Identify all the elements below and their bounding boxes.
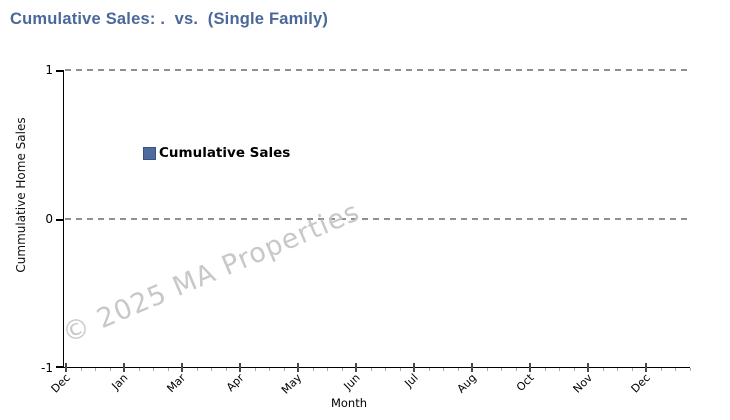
x-tick-label: Jun <box>341 371 363 393</box>
x-tick-label: Mar <box>164 371 189 396</box>
x-minor-tick <box>617 367 619 371</box>
legend-swatch-icon <box>143 147 156 161</box>
x-minor-tick <box>457 367 459 371</box>
x-minor-tick <box>559 367 561 371</box>
x-minor-tick <box>80 367 82 371</box>
x-tick <box>65 363 67 372</box>
x-tick-label: Jan <box>109 371 131 393</box>
x-tick-label: May <box>279 371 305 397</box>
y-tick-label: 0 <box>45 212 53 226</box>
x-minor-tick <box>573 367 575 371</box>
chart-title: Cumulative Sales: . vs. (Single Family) <box>10 10 329 28</box>
x-minor-tick <box>109 367 111 371</box>
x-minor-tick <box>196 367 198 371</box>
y-tick-label: 1 <box>45 63 53 77</box>
x-minor-tick <box>689 367 691 371</box>
y-tick-label: -1 <box>41 361 53 375</box>
x-minor-tick <box>225 367 227 371</box>
x-minor-tick <box>167 367 169 371</box>
x-minor-tick <box>254 367 256 371</box>
x-minor-tick <box>544 367 546 371</box>
x-minor-tick <box>312 367 314 371</box>
x-tick <box>529 363 531 372</box>
x-minor-tick <box>660 367 662 371</box>
x-minor-tick <box>675 367 677 371</box>
x-tick <box>297 363 299 372</box>
gridline <box>65 218 688 220</box>
x-tick-label: Nov <box>570 371 595 396</box>
x-tick-label: Jul <box>401 371 421 390</box>
x-tick-label: Aug <box>454 371 479 396</box>
x-tick-label: Dec <box>48 371 73 396</box>
x-minor-tick <box>602 367 604 371</box>
x-minor-tick <box>399 367 401 371</box>
x-minor-tick <box>443 367 445 371</box>
plot-area: Cumulative Sales 1 0 -1 Dec Jan Mar Apr May Jun J… <box>41 64 691 397</box>
x-minor-tick <box>211 367 213 371</box>
x-minor-tick <box>515 367 517 371</box>
x-minor-tick <box>631 367 633 371</box>
x-tick-label: Dec <box>628 371 653 396</box>
x-tick <box>355 363 357 372</box>
x-tick <box>181 363 183 372</box>
y-tick <box>55 70 63 72</box>
x-axis-title: Month <box>330 396 368 410</box>
x-tick <box>413 363 415 372</box>
x-minor-tick <box>370 367 372 371</box>
x-minor-tick <box>269 367 271 371</box>
x-minor-tick <box>486 367 488 371</box>
y-tick <box>55 219 63 221</box>
x-tick <box>471 363 473 372</box>
x-minor-tick <box>385 367 387 371</box>
x-tick <box>123 363 125 372</box>
x-minor-tick <box>428 367 430 371</box>
x-tick <box>645 363 647 372</box>
gridline <box>65 69 688 71</box>
x-minor-tick <box>327 367 329 371</box>
y-axis-title: Cummulative Home Sales <box>14 117 28 273</box>
legend: Cumulative Sales <box>143 145 291 161</box>
x-minor-tick <box>341 367 343 371</box>
x-tick-label: Oct <box>513 371 537 394</box>
x-minor-tick <box>95 367 97 371</box>
x-tick <box>239 363 241 372</box>
x-tick <box>587 363 589 372</box>
x-minor-tick <box>138 367 140 371</box>
x-minor-tick <box>283 367 285 371</box>
x-minor-tick <box>501 367 503 371</box>
x-minor-tick <box>153 367 155 371</box>
y-tick <box>55 366 63 368</box>
legend-label: Cumulative Sales <box>159 145 291 161</box>
x-tick-label: Apr <box>223 371 247 394</box>
